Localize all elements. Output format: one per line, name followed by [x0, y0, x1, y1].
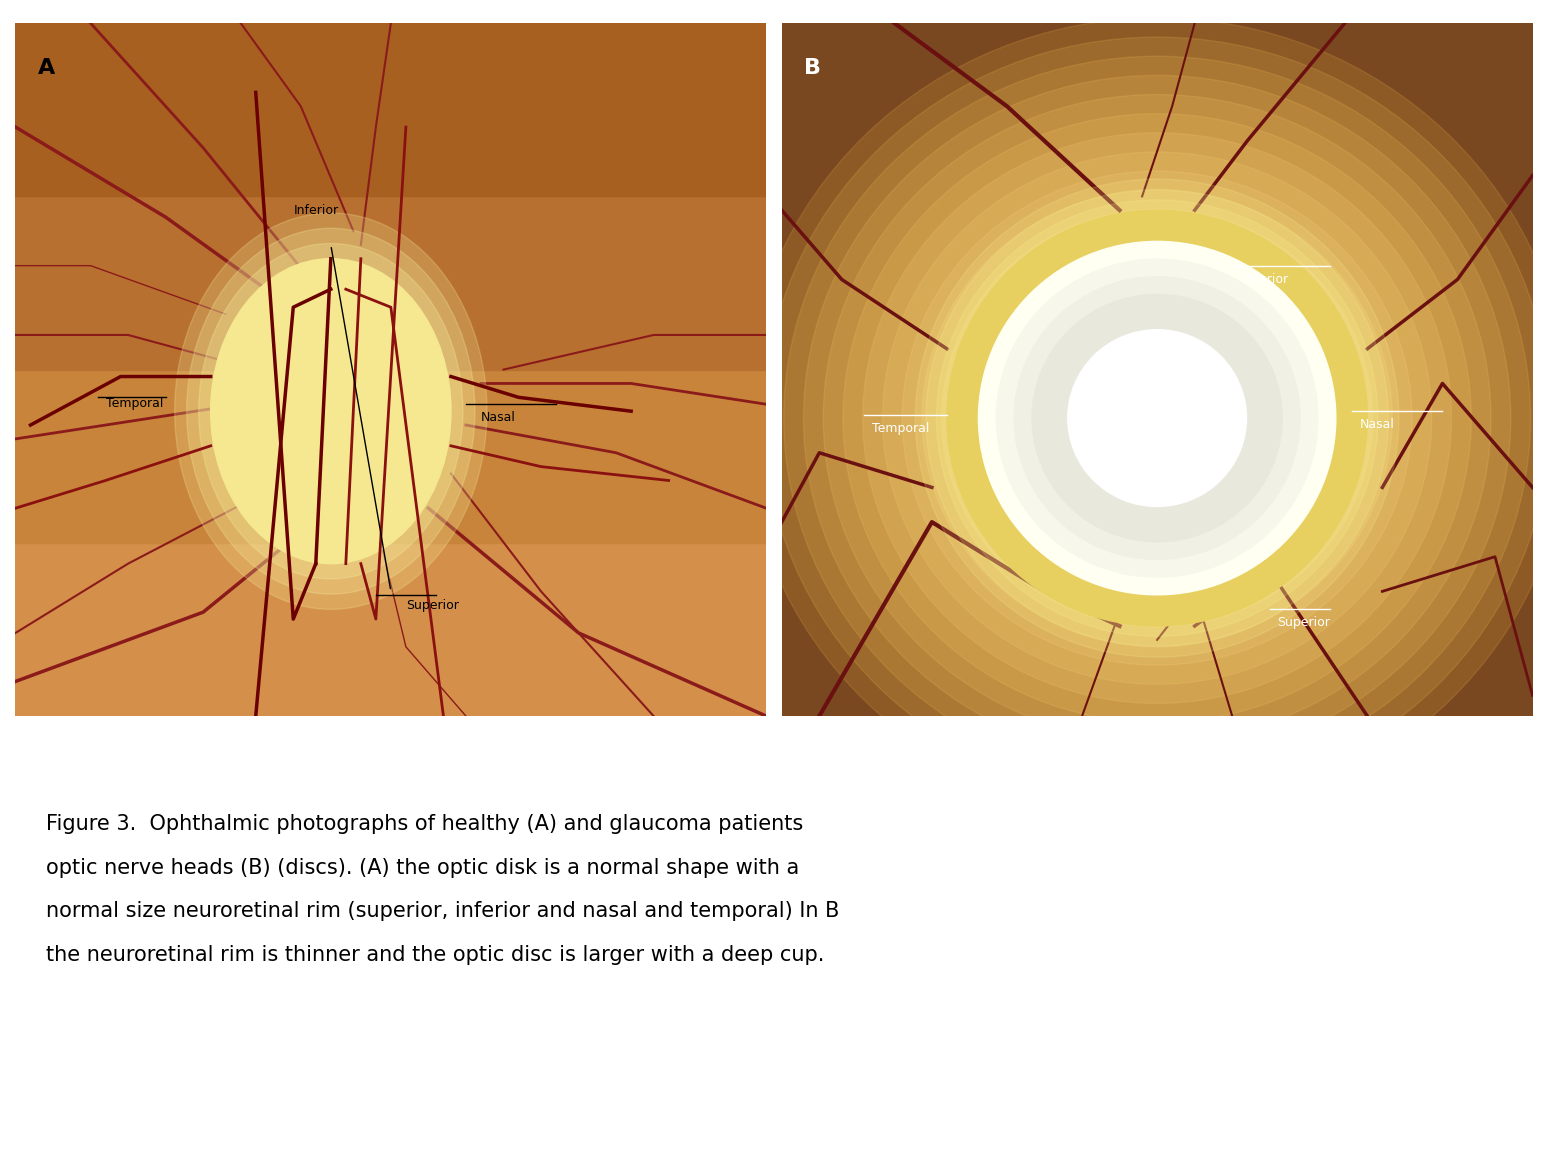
Ellipse shape	[1040, 305, 1274, 531]
Ellipse shape	[783, 57, 1531, 780]
Ellipse shape	[1099, 363, 1215, 474]
Ellipse shape	[844, 113, 1471, 723]
Text: Temporal: Temporal	[872, 422, 929, 434]
Text: B: B	[805, 58, 822, 77]
Ellipse shape	[947, 210, 1367, 626]
Bar	[15, 23, 766, 196]
Ellipse shape	[926, 189, 1389, 647]
Text: Superior: Superior	[1277, 616, 1330, 628]
Ellipse shape	[961, 229, 1353, 608]
Ellipse shape	[1119, 381, 1195, 454]
Ellipse shape	[1014, 277, 1300, 559]
Ellipse shape	[937, 200, 1378, 636]
Text: Temporal: Temporal	[105, 397, 163, 410]
Ellipse shape	[923, 191, 1392, 646]
Ellipse shape	[765, 37, 1548, 799]
Ellipse shape	[882, 152, 1432, 684]
Text: Figure 3.  Ophthalmic photographs of healthy (A) and glaucoma patients: Figure 3. Ophthalmic photographs of heal…	[46, 814, 803, 834]
Ellipse shape	[1020, 286, 1294, 550]
Ellipse shape	[187, 229, 475, 594]
Ellipse shape	[981, 247, 1333, 589]
Ellipse shape	[211, 259, 450, 564]
Ellipse shape	[745, 17, 1548, 818]
Bar	[15, 196, 766, 370]
Ellipse shape	[175, 213, 488, 610]
Text: normal size neuroretinal rim (superior, inferior and nasal and temporal) In B: normal size neuroretinal rim (superior, …	[46, 901, 841, 922]
Ellipse shape	[1060, 325, 1254, 512]
Ellipse shape	[1081, 343, 1234, 493]
Text: Nasal: Nasal	[481, 411, 515, 424]
Text: Nasal: Nasal	[1359, 418, 1395, 431]
Ellipse shape	[1068, 329, 1246, 506]
Bar	[15, 370, 766, 543]
Ellipse shape	[824, 95, 1491, 742]
Bar	[15, 543, 766, 716]
Text: A: A	[39, 58, 56, 77]
Text: Inferior: Inferior	[1243, 273, 1288, 285]
Ellipse shape	[1033, 295, 1282, 542]
Ellipse shape	[978, 241, 1336, 595]
Text: Superior: Superior	[406, 598, 458, 612]
Text: Inferior: Inferior	[293, 203, 339, 217]
Ellipse shape	[198, 244, 463, 579]
Text: optic nerve heads (B) (discs). (A) the optic disk is a normal shape with a: optic nerve heads (B) (discs). (A) the o…	[46, 858, 800, 878]
Ellipse shape	[803, 75, 1511, 761]
Ellipse shape	[902, 171, 1412, 665]
Ellipse shape	[1002, 267, 1313, 569]
Ellipse shape	[941, 209, 1373, 627]
Ellipse shape	[915, 179, 1399, 657]
Ellipse shape	[997, 259, 1317, 578]
Text: the neuroretinal rim is thinner and the optic disc is larger with a deep cup.: the neuroretinal rim is thinner and the …	[46, 945, 825, 966]
Ellipse shape	[862, 133, 1452, 703]
Ellipse shape	[211, 259, 450, 564]
